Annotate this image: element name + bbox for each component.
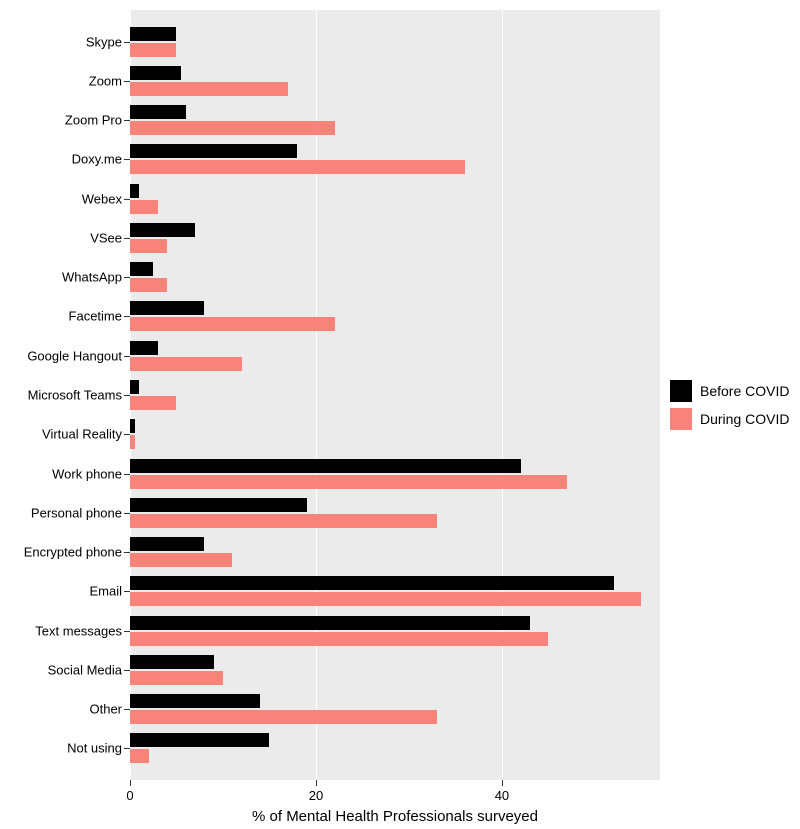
bar-during bbox=[130, 121, 335, 135]
bar-before bbox=[130, 694, 260, 708]
bar-during bbox=[130, 82, 288, 96]
category-label: Doxy.me bbox=[72, 152, 122, 167]
chart-container: Skype Zoom Zoom Pro Doxy.me Webex VSee WhatsAp… bbox=[0, 0, 800, 829]
x-tick-label: 40 bbox=[495, 788, 509, 803]
bar-before bbox=[130, 459, 521, 473]
bar-during bbox=[130, 632, 548, 646]
category-label: Social Media bbox=[48, 662, 122, 677]
legend-label: Before COVID bbox=[700, 383, 789, 399]
y-tick-mark bbox=[124, 670, 130, 671]
x-tick-label: 0 bbox=[126, 788, 133, 803]
x-tick-mark bbox=[130, 780, 131, 786]
y-tick-mark bbox=[124, 81, 130, 82]
bar-during bbox=[130, 749, 149, 763]
bar-during bbox=[130, 435, 135, 449]
bar-before bbox=[130, 341, 158, 355]
y-tick-mark bbox=[124, 395, 130, 396]
gridline bbox=[502, 10, 503, 780]
bar-before bbox=[130, 184, 139, 198]
y-tick-mark bbox=[124, 277, 130, 278]
bar-before bbox=[130, 223, 195, 237]
category-label: Facetime bbox=[69, 309, 122, 324]
category-label: Webex bbox=[82, 191, 122, 206]
y-tick-mark bbox=[124, 159, 130, 160]
y-tick-mark bbox=[124, 474, 130, 475]
category-label: Virtual Reality bbox=[42, 427, 122, 442]
legend-swatch bbox=[670, 380, 692, 402]
bar-during bbox=[130, 475, 567, 489]
y-tick-mark bbox=[124, 631, 130, 632]
bar-during bbox=[130, 671, 223, 685]
bar-before bbox=[130, 144, 297, 158]
category-label: Skype bbox=[86, 34, 122, 49]
y-tick-mark bbox=[124, 434, 130, 435]
category-label: Zoom bbox=[89, 73, 122, 88]
bar-before bbox=[130, 616, 530, 630]
bar-before bbox=[130, 576, 614, 590]
bar-during bbox=[130, 357, 242, 371]
x-tick-label: 20 bbox=[309, 788, 323, 803]
category-label: Text messages bbox=[35, 623, 122, 638]
legend: Before COVID During COVID bbox=[670, 380, 789, 436]
category-label: Personal phone bbox=[31, 505, 122, 520]
category-label: Zoom Pro bbox=[65, 113, 122, 128]
bar-before bbox=[130, 537, 204, 551]
legend-item: During COVID bbox=[670, 408, 789, 430]
bar-during bbox=[130, 396, 176, 410]
y-tick-mark bbox=[124, 238, 130, 239]
y-tick-mark bbox=[124, 316, 130, 317]
bar-during bbox=[130, 317, 335, 331]
category-label: Other bbox=[89, 702, 122, 717]
category-label: Encrypted phone bbox=[24, 545, 122, 560]
x-tick-mark bbox=[316, 780, 317, 786]
bar-during bbox=[130, 160, 465, 174]
bar-before bbox=[130, 27, 176, 41]
bar-during bbox=[130, 278, 167, 292]
plot-panel bbox=[130, 10, 660, 780]
bar-before bbox=[130, 733, 269, 747]
legend-item: Before COVID bbox=[670, 380, 789, 402]
category-label: Google Hangout bbox=[27, 348, 122, 363]
category-label: Email bbox=[89, 584, 122, 599]
category-label: Not using bbox=[67, 741, 122, 756]
bar-before bbox=[130, 301, 204, 315]
bar-before bbox=[130, 419, 135, 433]
bar-during bbox=[130, 592, 641, 606]
y-tick-mark bbox=[124, 42, 130, 43]
y-tick-mark bbox=[124, 748, 130, 749]
legend-swatch bbox=[670, 408, 692, 430]
bar-before bbox=[130, 380, 139, 394]
category-label: Microsoft Teams bbox=[28, 388, 122, 403]
y-tick-mark bbox=[124, 552, 130, 553]
category-label: WhatsApp bbox=[62, 270, 122, 285]
y-tick-mark bbox=[124, 356, 130, 357]
bar-before bbox=[130, 655, 214, 669]
bar-during bbox=[130, 239, 167, 253]
y-tick-mark bbox=[124, 709, 130, 710]
x-axis-title: % of Mental Health Professionals surveye… bbox=[252, 808, 538, 825]
bar-during bbox=[130, 514, 437, 528]
bar-before bbox=[130, 105, 186, 119]
bar-before bbox=[130, 498, 307, 512]
category-label: VSee bbox=[90, 230, 122, 245]
legend-label: During COVID bbox=[700, 411, 789, 427]
bar-before bbox=[130, 262, 153, 276]
x-tick-mark bbox=[502, 780, 503, 786]
bar-before bbox=[130, 66, 181, 80]
y-tick-mark bbox=[124, 120, 130, 121]
bar-during bbox=[130, 710, 437, 724]
bar-during bbox=[130, 43, 176, 57]
y-tick-mark bbox=[124, 199, 130, 200]
y-tick-mark bbox=[124, 591, 130, 592]
y-tick-mark bbox=[124, 513, 130, 514]
bar-during bbox=[130, 553, 232, 567]
bar-during bbox=[130, 200, 158, 214]
category-label: Work phone bbox=[52, 466, 122, 481]
